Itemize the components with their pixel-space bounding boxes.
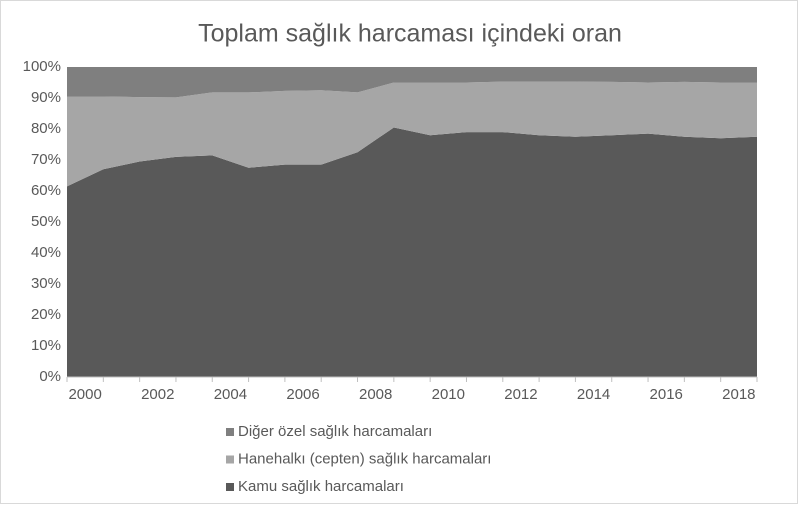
legend-label: Hanehalkı (cepten) sağlık harcamaları — [238, 450, 491, 467]
y-tick-label: 40% — [31, 244, 61, 261]
legend-label: Kamu sağlık harcamaları — [238, 478, 404, 495]
x-tick-label: 2018 — [722, 386, 755, 403]
x-tick-label: 2012 — [504, 386, 537, 403]
y-tick-label: 100% — [23, 58, 61, 75]
area — [67, 127, 757, 377]
y-tick-label: 30% — [31, 275, 61, 292]
chart-title: Toplam sağlık harcaması içindeki oran — [198, 20, 622, 48]
y-tick-label: 0% — [39, 368, 61, 385]
y-tick-label: 50% — [31, 213, 61, 230]
area — [67, 67, 757, 98]
x-tick-label: 2006 — [286, 386, 319, 403]
legend-label: Diğer özel sağlık harcamaları — [238, 423, 432, 440]
y-tick-label: 90% — [31, 89, 61, 106]
x-tick-label: 2004 — [214, 386, 247, 403]
x-tick-label: 2016 — [650, 386, 683, 403]
area — [67, 81, 757, 187]
legend-swatch — [226, 428, 234, 436]
y-tick-label: 60% — [31, 182, 61, 199]
x-tick-label: 2002 — [141, 386, 174, 403]
x-tick-label: 2000 — [68, 386, 101, 403]
y-tick-label: 80% — [31, 120, 61, 137]
y-tick-label: 70% — [31, 151, 61, 168]
y-tick-label: 10% — [31, 337, 61, 354]
x-tick-label: 2008 — [359, 386, 392, 403]
legend-swatch — [226, 455, 234, 464]
x-tick-label: 2010 — [432, 386, 465, 403]
legend-swatch — [226, 483, 234, 491]
y-tick-label: 20% — [31, 306, 61, 323]
x-tick-label: 2014 — [577, 386, 610, 403]
